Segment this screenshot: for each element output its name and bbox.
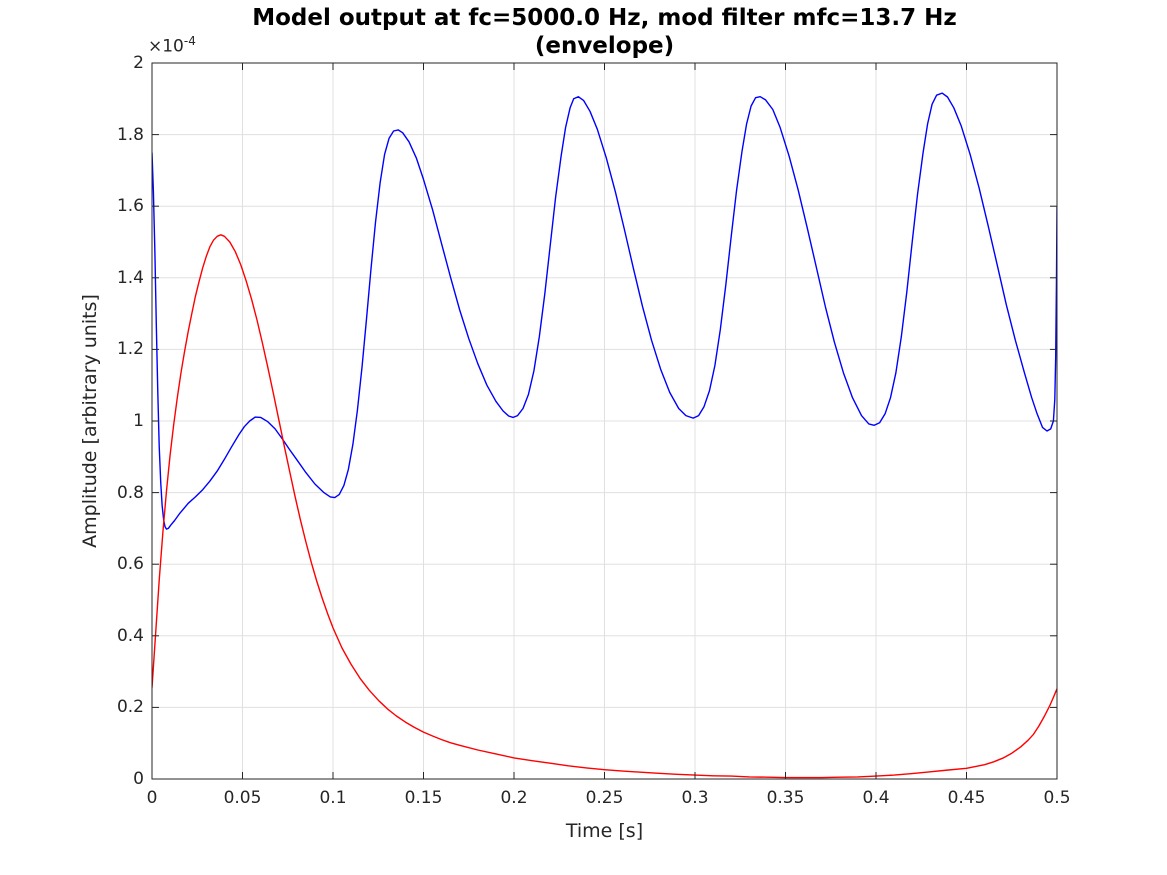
y-tick-label: 0.2 [116, 697, 144, 718]
chart-title-line2: (envelope) [534, 33, 675, 59]
chart-title: Model output at fc=5000.0 Hz, mod filter… [152, 4, 1057, 60]
x-tick-label: 0.2 [500, 788, 528, 808]
y-tick-label: 2 [133, 53, 144, 73]
y-axis-label: Amplitude [arbitrary units] [79, 294, 101, 548]
x-tick-label: 0.35 [766, 788, 805, 808]
y-tick-label: 0.6 [116, 554, 144, 575]
x-tick-label: 0.15 [404, 788, 443, 808]
y-tick-label: 0 [133, 769, 144, 789]
y-tick-label: 1.6 [116, 196, 144, 217]
y-tick-label: 1.4 [116, 267, 144, 288]
axes-box [151, 62, 1058, 780]
y-axis-offset-exponent: -4 [183, 34, 196, 48]
y-tick-label: 0.4 [116, 625, 144, 646]
red-curve [152, 234, 1057, 779]
x-tick-label: 0.05 [223, 788, 262, 808]
y-axis-offset-label: ×10-4 [148, 34, 196, 57]
x-axis-label: Time [s] [565, 820, 644, 842]
x-tick-label: 0.1 [319, 788, 347, 808]
x-tick-label: 0.5 [1043, 788, 1071, 808]
y-tick-label: 0.8 [116, 482, 144, 503]
grid [151, 62, 1058, 780]
y-tick-label: 1.2 [116, 339, 144, 360]
x-tick-label: 0 [146, 788, 158, 808]
x-tick-label: 0.4 [862, 788, 890, 808]
y-tick-label: 1 [133, 411, 144, 431]
y-axis-offset-base: ×10 [148, 36, 184, 57]
x-tick-label: 0.3 [681, 788, 709, 808]
blue-curve [152, 92, 1057, 530]
x-tick-label: 0.45 [947, 788, 986, 808]
y-tick-label: 1.8 [116, 124, 144, 145]
chart-title-line1: Model output at fc=5000.0 Hz, mod filter… [252, 5, 957, 31]
series-group [152, 92, 1057, 779]
x-tick-label: 0.25 [585, 788, 624, 808]
